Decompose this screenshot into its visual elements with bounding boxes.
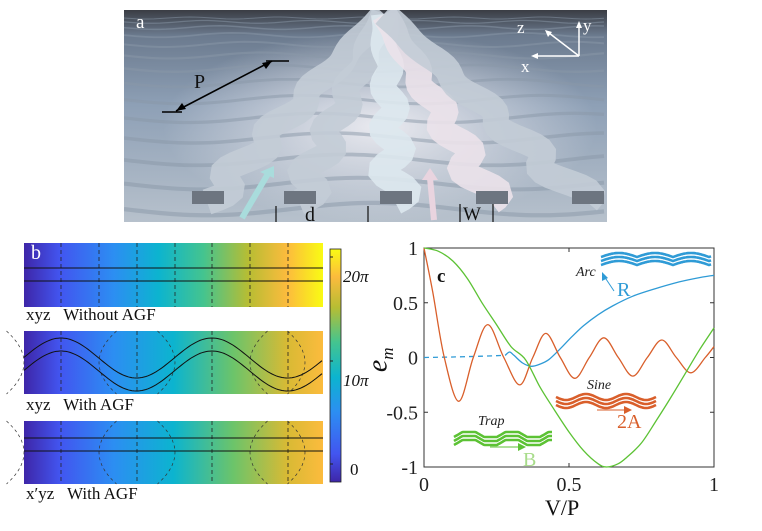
phase-contour — [98, 420, 117, 485]
inset-arc-label: Arc — [575, 265, 596, 280]
y-tick-label: -1 — [401, 457, 418, 479]
series-dashed-arc — [423, 354, 506, 359]
input-arrow-pink — [427, 177, 437, 221]
strip-caption-3: x′yz With AGF — [26, 484, 138, 504]
background-waveguide — [123, 200, 605, 218]
waveguide-boundary — [23, 350, 323, 392]
panel-b-label: b — [31, 242, 41, 264]
waveguide-array-render — [123, 4, 607, 222]
period-label: P — [194, 71, 206, 93]
phase-maps — [6, 243, 342, 485]
coordinate-axes — [536, 25, 580, 57]
phase-contour — [157, 330, 176, 395]
inset-sine-label: Sine — [587, 378, 611, 393]
phase-contour — [157, 420, 176, 485]
waveguide-facet — [476, 191, 508, 204]
background-waveguide — [123, 16, 605, 20]
colorbar-tick-20pi: 20π — [343, 267, 369, 286]
phase-contour — [249, 330, 268, 395]
colorbar — [329, 248, 342, 483]
waveguide-facet — [380, 191, 412, 204]
waveguide-facet — [572, 191, 604, 204]
phase-contour — [287, 420, 306, 485]
background-waveguide — [123, 111, 605, 125]
caption-label: With AGF — [63, 395, 134, 414]
phase-strip-1 — [24, 243, 323, 307]
colorbar-tick-0: 0 — [350, 460, 359, 479]
phase-contour — [249, 420, 268, 485]
y-tick-label: 0.5 — [393, 293, 418, 315]
y-axis-label-text: em — [362, 347, 398, 373]
phase-strip-2 — [6, 330, 323, 395]
x-tick-label: 1 — [709, 474, 719, 496]
inset-trap-waveguide — [453, 430, 552, 448]
waveguide-facet — [192, 191, 224, 204]
waveguide — [287, 9, 397, 214]
spacing-label: d — [305, 204, 315, 226]
axis-y-label: y — [583, 16, 592, 35]
x-tick-label: 0 — [419, 474, 429, 496]
plot-frame — [423, 247, 715, 468]
strip-caption-2: xyz With AGF — [26, 395, 134, 415]
inset-b-label: B — [523, 449, 536, 471]
y-tick-label: 0 — [408, 348, 418, 370]
background-waveguide — [123, 152, 605, 168]
waveguide — [368, 12, 422, 214]
phase-strip-3 — [6, 420, 323, 485]
input-arrow-cyan — [239, 170, 272, 220]
colorbar-tick-10pi: 10π — [343, 371, 369, 390]
y-axis-label: em — [363, 347, 399, 372]
inset-2a-label: 2A — [617, 411, 642, 433]
waveguide — [375, 4, 606, 211]
inset-sine-waveguide — [555, 392, 657, 411]
phase-contour — [98, 330, 117, 395]
inset-arc-waveguide — [600, 251, 712, 268]
phase-contour — [6, 420, 25, 485]
waveguide-facet — [284, 191, 316, 204]
caption-label: Without AGF — [63, 305, 156, 324]
width-label: W — [463, 204, 481, 225]
panel-a-render — [123, 4, 607, 222]
x-tick-label: 0.5 — [557, 474, 582, 496]
strip-caption-1: xyz Without AGF — [26, 305, 156, 325]
caption-label: With AGF — [67, 484, 138, 503]
background-waveguide — [123, 93, 605, 106]
y-tick-label: 1 — [408, 238, 418, 260]
panel-a-label: a — [136, 12, 145, 33]
x-axis-label: V/P — [545, 495, 580, 520]
axis-x-label: x — [521, 57, 530, 76]
frame-label: x′yz — [26, 484, 55, 503]
axis-z-label: z — [517, 18, 525, 37]
series-line-sine — [423, 247, 715, 402]
phase-contour — [6, 330, 25, 395]
series-line-trap — [423, 247, 715, 468]
inset-r-label: R — [617, 279, 631, 301]
waveguide — [202, 5, 394, 215]
waveguide-boundary — [23, 337, 323, 379]
period-arrow — [162, 60, 289, 113]
inset-trap-label: Trap — [478, 414, 504, 429]
frame-label: xyz — [26, 395, 51, 414]
frame-label: xyz — [26, 305, 51, 324]
phase-contour — [287, 330, 306, 395]
series-line-arc — [504, 274, 715, 367]
panel-c-label: c — [437, 266, 446, 287]
y-tick-label: -0.5 — [386, 402, 418, 424]
